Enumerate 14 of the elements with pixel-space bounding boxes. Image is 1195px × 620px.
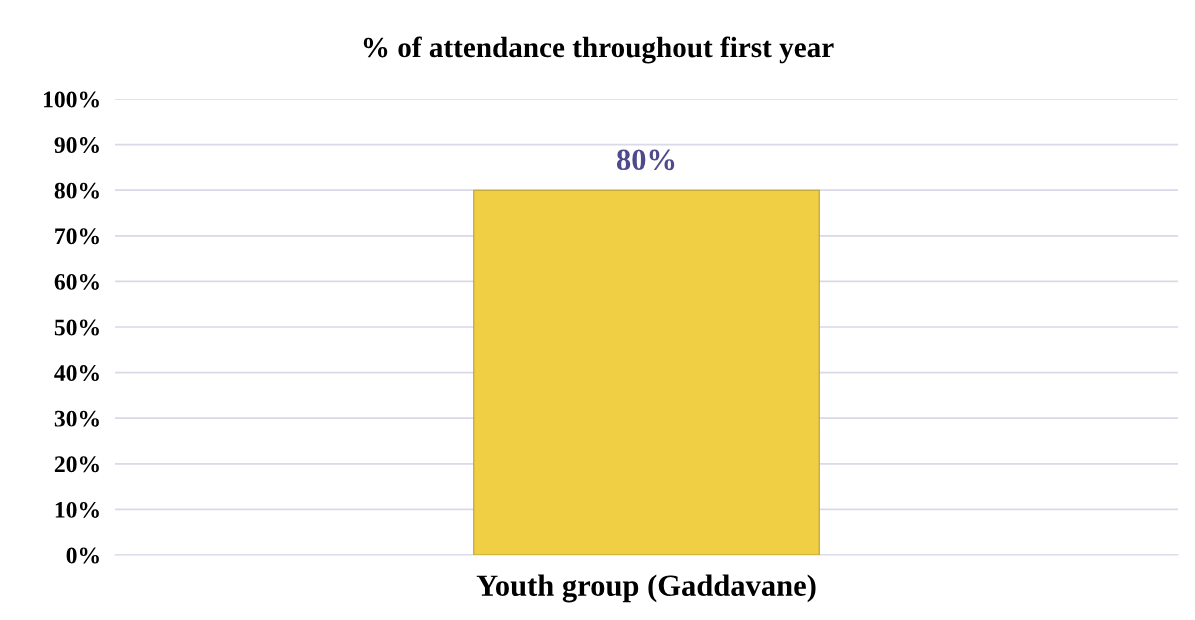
y-tick-label: 20% [54, 456, 99, 473]
y-tick-label: 100% [43, 91, 99, 108]
x-tick-label: Youth group (Gaddavane) [476, 574, 816, 603]
y-tick-label: 0% [66, 547, 99, 564]
y-tick-label: 30% [54, 410, 99, 427]
y-tick-label: 60% [54, 273, 99, 290]
y-tick-label: 80% [54, 182, 99, 199]
y-tick-label: 40% [54, 365, 99, 382]
y-tick-label: 70% [55, 228, 99, 245]
chart-title: % of attendance throughout first year [363, 36, 834, 64]
data-label: 80% [616, 149, 675, 171]
y-tick-label: 10% [55, 501, 99, 518]
y-tick-label: 50% [54, 319, 99, 336]
y-tick-label: 90% [54, 137, 99, 154]
